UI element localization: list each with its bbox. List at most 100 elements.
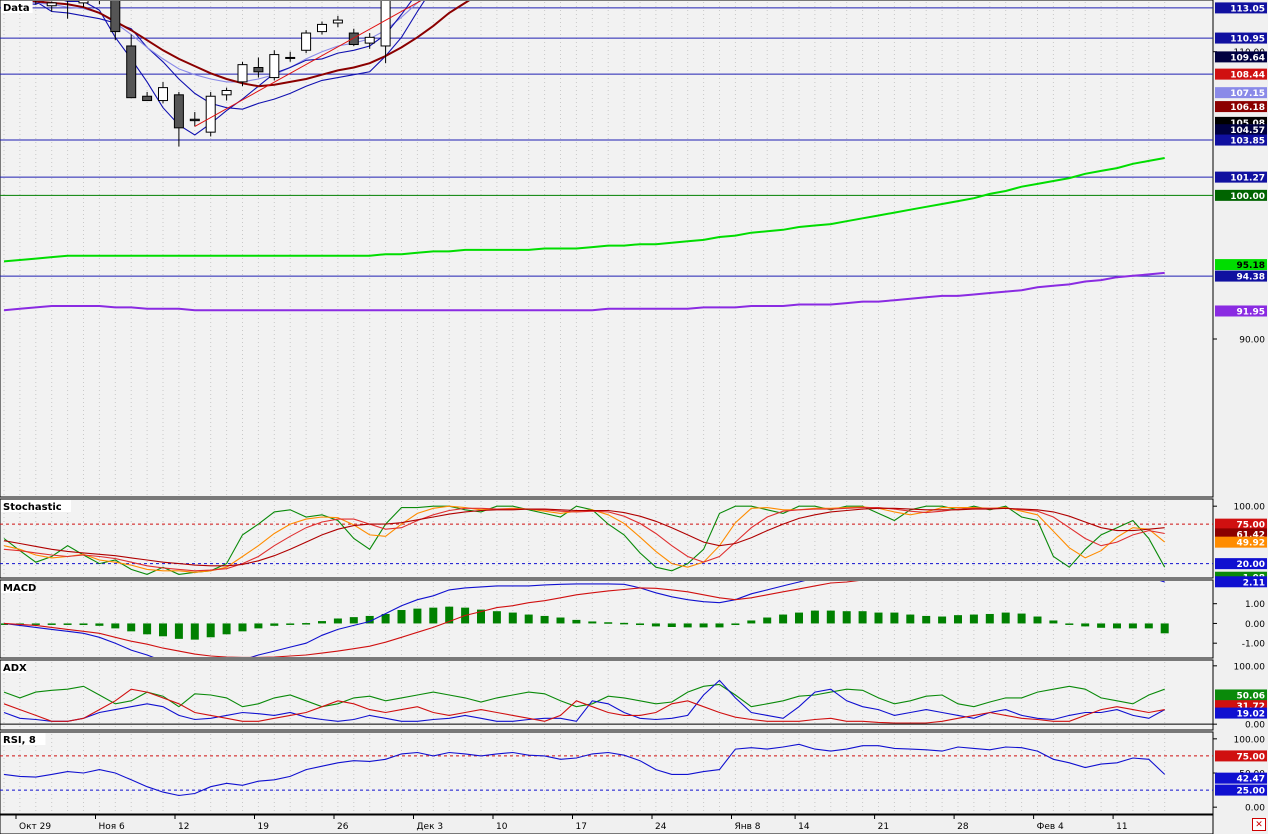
macd-histogram-bar <box>699 623 708 628</box>
axis-value-tag: 104.57 <box>1230 126 1265 136</box>
x-tick-label: 28 <box>957 822 969 832</box>
macd-histogram-bar <box>1001 612 1010 624</box>
macd-histogram-bar <box>63 623 72 625</box>
axis-value-tag: 20.00 <box>1237 560 1265 570</box>
series-line-1 <box>3 679 1165 722</box>
axis-tag-bg <box>1215 270 1267 282</box>
axis-value-tag: 50.06 <box>1237 691 1265 701</box>
axis-tick-label: 0.00 <box>1245 620 1265 630</box>
x-tick-label: 26 <box>337 822 349 832</box>
macd-histogram-bar <box>1065 623 1074 625</box>
macd-histogram-bar <box>1097 623 1106 628</box>
macd-histogram-bar <box>318 621 326 624</box>
candle-body <box>78 1 89 4</box>
macd-histogram-bar <box>1144 623 1153 629</box>
macd-histogram-bar <box>270 623 279 626</box>
axis-value-tag: 106.18 <box>1230 103 1265 113</box>
macd-histogram-bar <box>906 614 915 624</box>
axis-tag-bg <box>1215 518 1267 530</box>
candle-body <box>253 67 264 73</box>
candle-body <box>46 2 57 7</box>
axis-tag-bg <box>1215 134 1267 146</box>
macd-histogram-bar <box>349 617 358 624</box>
axis-tick-label: -1.00 <box>1242 640 1266 650</box>
axis-tag-bg <box>1215 305 1267 317</box>
x-tick-label: Янв 8 <box>735 822 761 832</box>
axis-value-tag: 113.05 <box>1230 4 1265 14</box>
axis-tag-bg <box>1215 259 1267 271</box>
axis-tag-bg <box>1215 116 1267 128</box>
macd-histogram-bar <box>842 611 851 624</box>
axis-value-tag: 61.42 <box>1237 530 1265 540</box>
candle-body <box>364 36 375 44</box>
macd-histogram-bar <box>620 622 629 625</box>
candle-body <box>205 95 216 133</box>
macd-histogram-bar <box>222 623 231 635</box>
macd-histogram-bar <box>1049 620 1058 624</box>
series-line-5 <box>3 271 1165 312</box>
axis-value-tag: 42.47 <box>1237 775 1265 785</box>
axis-tag-bg <box>1215 51 1267 63</box>
axis-tick-label: 0.00 <box>1245 721 1265 731</box>
macd-histogram-bar <box>572 619 581 624</box>
x-tick-label: 10 <box>496 822 508 832</box>
series-line-2 <box>3 688 1165 724</box>
candle-body <box>380 1 391 47</box>
x-tick-label: Фев 4 <box>1037 822 1064 832</box>
macd-histogram-bar <box>254 623 263 629</box>
macd-histogram-bar <box>1113 623 1121 629</box>
series-line-2 <box>4 1 413 136</box>
axis-tag-bg <box>1215 558 1267 570</box>
macd-histogram-bar <box>985 613 994 624</box>
axis-value-tag: 75.00 <box>1237 752 1265 762</box>
macd-histogram-bar <box>747 620 756 624</box>
axis-value-tag: 75.00 <box>1237 521 1265 531</box>
axis-tag-bg <box>1215 101 1267 113</box>
macd-histogram-bar <box>95 623 104 626</box>
axis-tick-label: 1.00 <box>1245 600 1265 610</box>
macd-histogram-bar <box>1160 623 1169 634</box>
macd-histogram-bar <box>508 612 517 624</box>
panel-4-frame[interactable] <box>0 731 1214 815</box>
axis-value-tag: 94.38 <box>1237 273 1265 283</box>
macd-histogram-bar <box>651 623 660 627</box>
macd-histogram-bar <box>715 623 724 628</box>
macd-histogram-bar <box>667 623 676 627</box>
panel-0-frame[interactable] <box>0 0 1214 498</box>
macd-histogram-bar <box>477 609 485 624</box>
macd-histogram-bar <box>1081 623 1090 627</box>
macd-histogram-bar <box>111 623 120 629</box>
macd-histogram-bar <box>954 615 962 624</box>
close-chart-icon[interactable]: ✕ <box>1252 818 1266 831</box>
candle-body <box>221 89 232 96</box>
axis-tick-label: 100.00 <box>1234 735 1266 745</box>
panel-title-bg <box>1 500 71 512</box>
panel-title: Stochastic <box>3 502 62 513</box>
series-line-2 <box>3 507 1165 572</box>
macd-histogram-bar <box>492 611 501 624</box>
candle-body <box>173 94 184 129</box>
panel-2-frame[interactable] <box>0 579 1214 659</box>
candle-body <box>142 95 153 102</box>
macd-histogram-bar <box>922 615 931 624</box>
axis-value-tag: 107.15 <box>1230 89 1265 99</box>
candle-body <box>237 64 248 83</box>
candle-body <box>317 23 327 33</box>
x-tick-label: Дек 3 <box>417 822 444 832</box>
macd-histogram-bar <box>1 623 8 625</box>
x-tick-label: Ноя 6 <box>99 822 126 832</box>
macd-histogram-bar <box>604 622 613 624</box>
axis-value-tag: 2.11 <box>1243 578 1265 588</box>
panel-title: MACD <box>3 583 36 594</box>
axis-tick-label: 100.00 <box>1234 503 1266 513</box>
axis-tag-bg <box>1215 707 1267 719</box>
macd-histogram-bar <box>174 623 183 639</box>
macd-histogram-bar <box>731 623 740 626</box>
panel-3-frame[interactable] <box>0 659 1214 731</box>
axis-tag-bg <box>1215 2 1267 14</box>
macd-histogram-bar <box>858 611 867 624</box>
panel-title: RSI, 8 <box>3 735 36 746</box>
macd-histogram-bar <box>1017 613 1026 624</box>
axis-tag-bg <box>1215 576 1267 588</box>
